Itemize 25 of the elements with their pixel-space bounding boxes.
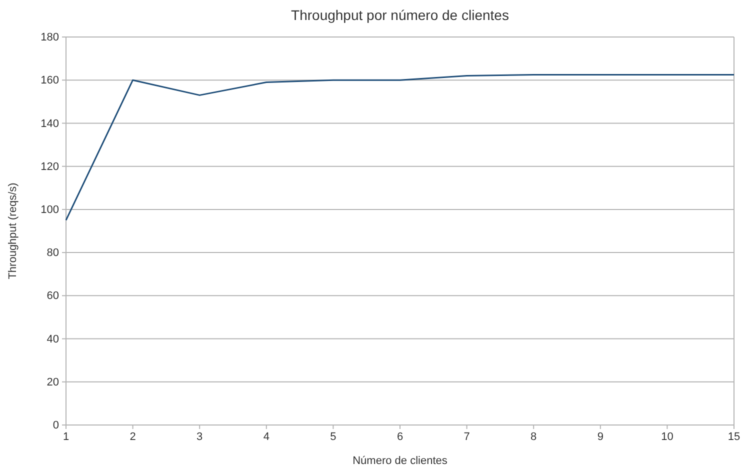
- x-tick-label: 1: [62, 430, 70, 443]
- x-tick-label: 3: [196, 430, 203, 443]
- x-tick-label: 7: [464, 430, 470, 443]
- x-tick-label: 8: [530, 430, 537, 443]
- x-tick-label: 5: [330, 430, 336, 443]
- y-tick-label: 20: [46, 376, 59, 388]
- x-tick-label: 4: [263, 430, 270, 443]
- y-tick-label: 80: [46, 247, 59, 260]
- y-tick-label: 100: [40, 204, 59, 216]
- x-axis-title: Número de clientes: [352, 455, 448, 467]
- x-tick-label: 2: [130, 430, 136, 443]
- y-axis-title: Throughput (reqs/s): [7, 182, 19, 280]
- line-series: [65, 74, 735, 221]
- y-tick-label: 140: [40, 118, 59, 130]
- x-tick-label: 9: [597, 430, 604, 443]
- y-tick-label: 60: [46, 290, 59, 302]
- y-tick-label: 0: [52, 420, 59, 432]
- y-tick-label: 40: [46, 333, 59, 346]
- x-tick-label: 10: [661, 430, 674, 443]
- y-tick-label: 180: [40, 32, 59, 44]
- x-tick-label: 15: [728, 430, 740, 443]
- chart-title: Throughput por número de clientes: [291, 7, 509, 23]
- y-tick-label: 120: [40, 160, 59, 173]
- y-tick-label: 160: [40, 74, 59, 87]
- x-tick-label: 6: [396, 430, 404, 443]
